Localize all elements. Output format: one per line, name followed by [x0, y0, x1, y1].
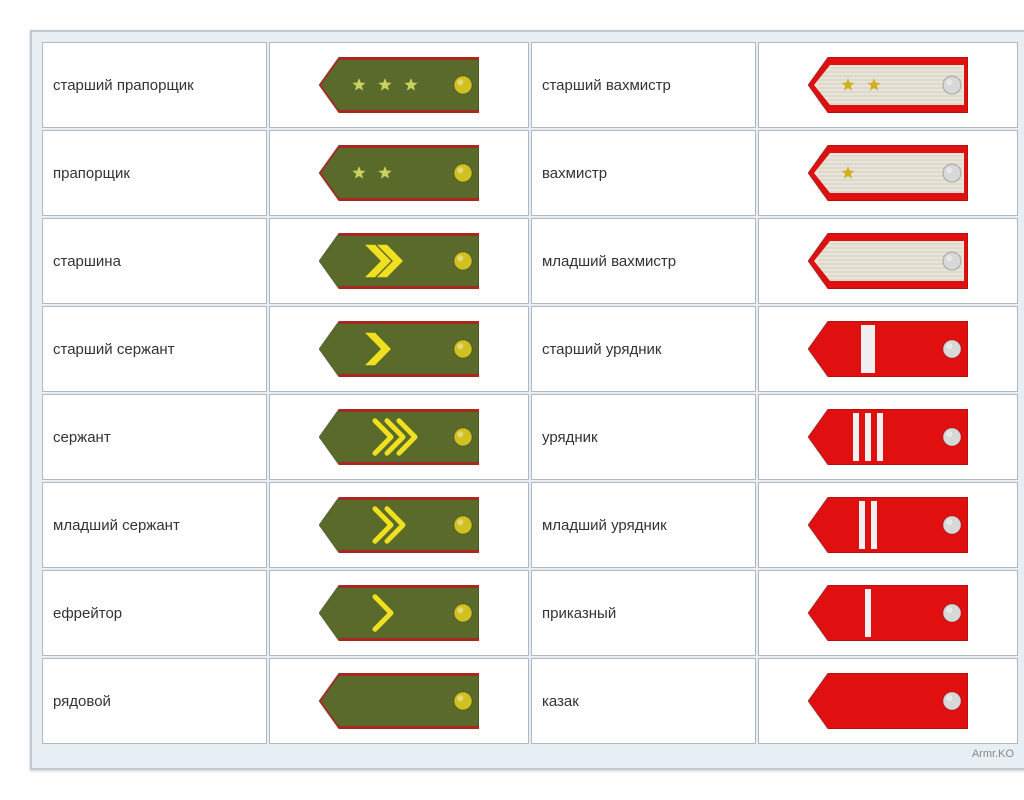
epaulet-right — [758, 482, 1018, 568]
epaulet-left — [269, 482, 529, 568]
rank-label-right: младший вахмистр — [531, 218, 756, 304]
rank-card: старший прапорщик старший вахмистр прапо… — [30, 30, 1024, 770]
rank-label-right: младший урядник — [531, 482, 756, 568]
epaulet-right — [758, 130, 1018, 216]
epaulet-left — [269, 570, 529, 656]
table-row: старшина младший вахмистр — [42, 218, 1018, 304]
table-row: старший сержант старший урядник — [42, 306, 1018, 392]
table-row: старший прапорщик старший вахмистр — [42, 42, 1018, 128]
rank-label-left: ефрейтор — [42, 570, 267, 656]
rank-label-left: старшина — [42, 218, 267, 304]
epaulet-left — [269, 658, 529, 744]
table-row: сержант урядник — [42, 394, 1018, 480]
epaulet-left — [269, 394, 529, 480]
rank-label-right: старший вахмистр — [531, 42, 756, 128]
table-row: ефрейтор приказный — [42, 570, 1018, 656]
rank-label-right: старший урядник — [531, 306, 756, 392]
epaulet-right — [758, 658, 1018, 744]
rank-label-right: вахмистр — [531, 130, 756, 216]
rank-label-right: урядник — [531, 394, 756, 480]
epaulet-right — [758, 218, 1018, 304]
table-row: младший сержант младший урядник — [42, 482, 1018, 568]
rank-label-left: прапорщик — [42, 130, 267, 216]
epaulet-left — [269, 306, 529, 392]
rank-label-left: старший прапорщик — [42, 42, 267, 128]
table-row: рядовой казак — [42, 658, 1018, 744]
rank-label-left: рядовой — [42, 658, 267, 744]
rank-label-left: старший сержант — [42, 306, 267, 392]
rank-table: старший прапорщик старший вахмистр прапо… — [40, 40, 1020, 746]
rank-label-left: сержант — [42, 394, 267, 480]
epaulet-right — [758, 306, 1018, 392]
table-row: прапорщик вахмистр — [42, 130, 1018, 216]
rank-label-left: младший сержант — [42, 482, 267, 568]
epaulet-left — [269, 218, 529, 304]
epaulet-left — [269, 130, 529, 216]
rank-label-right: приказный — [531, 570, 756, 656]
epaulet-left — [269, 42, 529, 128]
epaulet-right — [758, 570, 1018, 656]
watermark: Armr.KO — [40, 746, 1020, 760]
epaulet-right — [758, 394, 1018, 480]
rank-label-right: казак — [531, 658, 756, 744]
epaulet-right — [758, 42, 1018, 128]
